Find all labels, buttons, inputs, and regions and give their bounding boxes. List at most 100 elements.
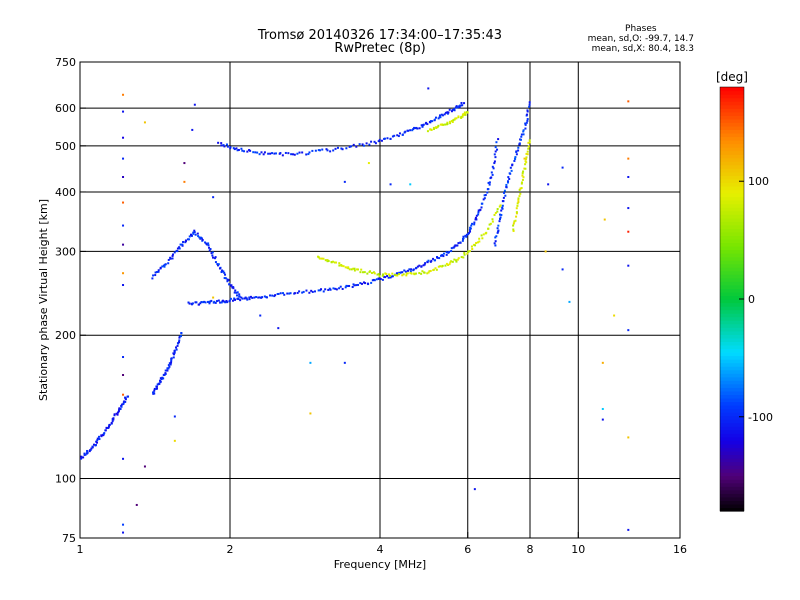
echo-point	[520, 182, 523, 185]
echo-point	[472, 243, 475, 246]
echo-point	[220, 142, 223, 145]
echo-point	[236, 297, 239, 300]
echo-point	[217, 263, 220, 266]
echo-point	[423, 263, 426, 266]
echo-point	[526, 109, 529, 112]
colorbar-segment	[720, 94, 744, 99]
colorbar-segment	[720, 136, 744, 141]
echo-point	[235, 147, 238, 150]
colorbar-segment	[720, 164, 744, 169]
echo-point	[166, 369, 169, 372]
echo-point	[381, 274, 384, 277]
echo-point	[353, 269, 356, 272]
echo-point	[164, 372, 167, 375]
echo-point	[384, 272, 387, 275]
colorbar-segment	[720, 433, 744, 438]
echo-point	[379, 277, 382, 280]
scatter-point	[122, 393, 125, 396]
scatter-point	[173, 439, 176, 442]
echo-point	[416, 127, 419, 130]
echo-point	[217, 264, 220, 267]
echo-point	[320, 288, 323, 291]
echo-point	[105, 426, 108, 429]
echo-point	[210, 252, 213, 255]
echo-point	[494, 146, 497, 149]
echo-point	[517, 198, 520, 201]
echo-point	[452, 246, 455, 249]
echo-point	[471, 222, 474, 225]
colorbar-segment	[720, 281, 744, 286]
echo-point	[218, 267, 221, 270]
colorbar-segment	[720, 274, 744, 279]
echo-point	[108, 423, 111, 426]
echo-point	[447, 263, 450, 266]
echo-point	[164, 263, 167, 266]
echo-point	[193, 229, 196, 232]
echo-point	[525, 161, 528, 164]
echo-point	[462, 235, 465, 238]
echo-point	[466, 252, 469, 255]
colorbar-segment	[720, 422, 744, 427]
echo-point	[470, 245, 473, 248]
echo-point	[151, 277, 154, 280]
colorbar-segment	[720, 270, 744, 275]
echo-point	[166, 367, 169, 370]
echo-point	[521, 172, 524, 175]
echo-point	[490, 176, 493, 179]
echo-point	[496, 227, 499, 230]
colorbar-segment	[720, 482, 744, 487]
echo-point	[286, 292, 289, 295]
echo-point	[239, 299, 242, 302]
echo-point	[449, 261, 452, 264]
echo-point	[438, 114, 441, 117]
echo-point	[462, 256, 465, 259]
scatter-point	[627, 329, 630, 332]
echo-point	[524, 122, 527, 125]
echo-point	[329, 150, 332, 153]
colorbar-segment	[720, 284, 744, 289]
echo-point	[154, 274, 157, 277]
echo-point	[426, 123, 429, 126]
scatter-point	[389, 183, 392, 186]
echo-point	[370, 140, 373, 143]
echo-point	[422, 123, 425, 126]
echo-point	[471, 247, 474, 250]
echo-point	[494, 150, 497, 153]
colorbar-segment	[720, 108, 744, 113]
echo-point	[311, 149, 314, 152]
echo-point	[455, 260, 458, 263]
echo-point	[398, 273, 401, 276]
echo-point	[459, 241, 462, 244]
echo-point	[522, 176, 525, 179]
echo-point	[187, 301, 190, 304]
echo-point	[175, 346, 178, 349]
echo-point	[117, 410, 120, 413]
echo-point	[391, 275, 394, 278]
echo-point	[521, 178, 524, 181]
colorbar-segment	[720, 327, 744, 332]
echo-point	[420, 272, 423, 275]
echo-point	[172, 253, 175, 256]
echo-point	[113, 413, 116, 416]
echo-point	[340, 147, 343, 150]
echo-point	[117, 411, 120, 414]
echo-point	[120, 404, 123, 407]
echo-point	[364, 282, 367, 285]
echo-point	[405, 274, 408, 277]
echo-point	[487, 188, 490, 191]
echo-point	[512, 222, 515, 225]
echo-point	[224, 273, 227, 276]
scatter-point	[191, 128, 194, 131]
scatter-point	[343, 361, 346, 364]
echo-point	[508, 172, 511, 175]
echo-point	[473, 221, 476, 224]
echo-point	[233, 148, 236, 151]
echo-point	[421, 270, 424, 273]
echo-point	[524, 167, 527, 170]
echo-point	[434, 126, 437, 129]
echo-point	[514, 157, 517, 160]
echo-point	[328, 287, 331, 290]
echo-point	[116, 413, 119, 416]
echo-point	[515, 212, 518, 215]
echo-point	[459, 104, 462, 107]
